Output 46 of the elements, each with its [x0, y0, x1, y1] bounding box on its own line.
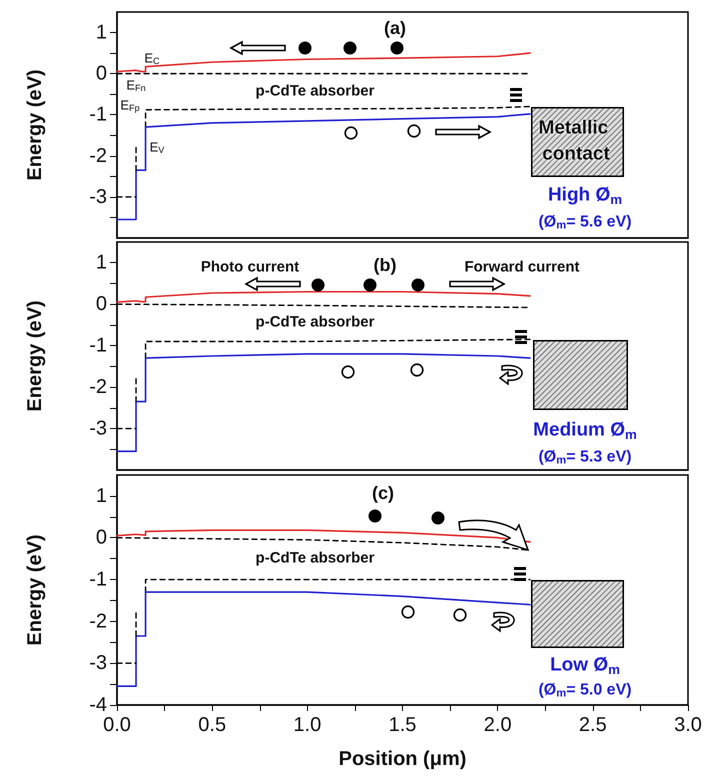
y-tick-label: -1	[89, 568, 107, 591]
line-series	[116, 52, 531, 72]
y-tick-label: 1	[96, 252, 107, 274]
line-series	[116, 529, 531, 543]
y-tick-label: -1	[89, 104, 107, 126]
annotation: EC	[144, 50, 160, 66]
y-tick-label: 1	[96, 484, 107, 507]
annotation: p-CdTe absorber	[256, 314, 375, 330]
y-tick-label: -2	[89, 376, 107, 398]
x-tick-label: 1.0	[293, 714, 322, 736]
x-tick-label: 0.5	[198, 714, 226, 736]
line-series	[116, 113, 531, 220]
y-tick-label: 0	[96, 62, 107, 85]
y-tick-label: -3	[89, 186, 107, 208]
x-tick-label: 0.0	[103, 714, 131, 736]
x-tick-label: 2.0	[484, 714, 512, 736]
y-tick-label: -4	[89, 694, 107, 716]
x-tick-label: 2.5	[578, 714, 607, 736]
y-tick-label: -3	[89, 418, 107, 440]
x-tick-label: 1.5	[388, 714, 416, 736]
x-tick-label: 3.0	[674, 714, 702, 736]
y-axis-title: Energy (eV)	[24, 69, 46, 181]
annotation: p-CdTe absorber	[256, 82, 375, 100]
y-axis-title: Energy (eV)	[24, 300, 46, 412]
x-axis-title: Position (μm)	[338, 748, 466, 770]
annotation: EFn	[126, 78, 146, 93]
y-tick-label: 0	[96, 526, 107, 549]
chart-title: (a)	[384, 18, 406, 38]
y-axis-title: Energy (eV)	[24, 534, 46, 646]
y-tick-label: -3	[89, 652, 107, 674]
text: (b)	[374, 255, 396, 275]
annotation: EFp	[120, 98, 140, 113]
y-tick-label: 0	[96, 293, 107, 316]
y-tick-label: -2	[89, 144, 107, 167]
line-series	[116, 290, 531, 303]
annotation: p-CdTe absorber	[256, 550, 375, 566]
chart-title: (c)	[372, 483, 394, 503]
y-tick-label: -1	[89, 334, 107, 357]
line-series	[144, 106, 531, 128]
annotation: EV	[150, 140, 166, 155]
line-series	[116, 353, 531, 452]
y-tick-label: 1	[96, 22, 107, 44]
annotation: Forward current	[464, 258, 580, 276]
y-tick-label: -2	[89, 610, 107, 632]
annotation: Photo current	[200, 258, 300, 276]
line-series	[116, 591, 531, 687]
